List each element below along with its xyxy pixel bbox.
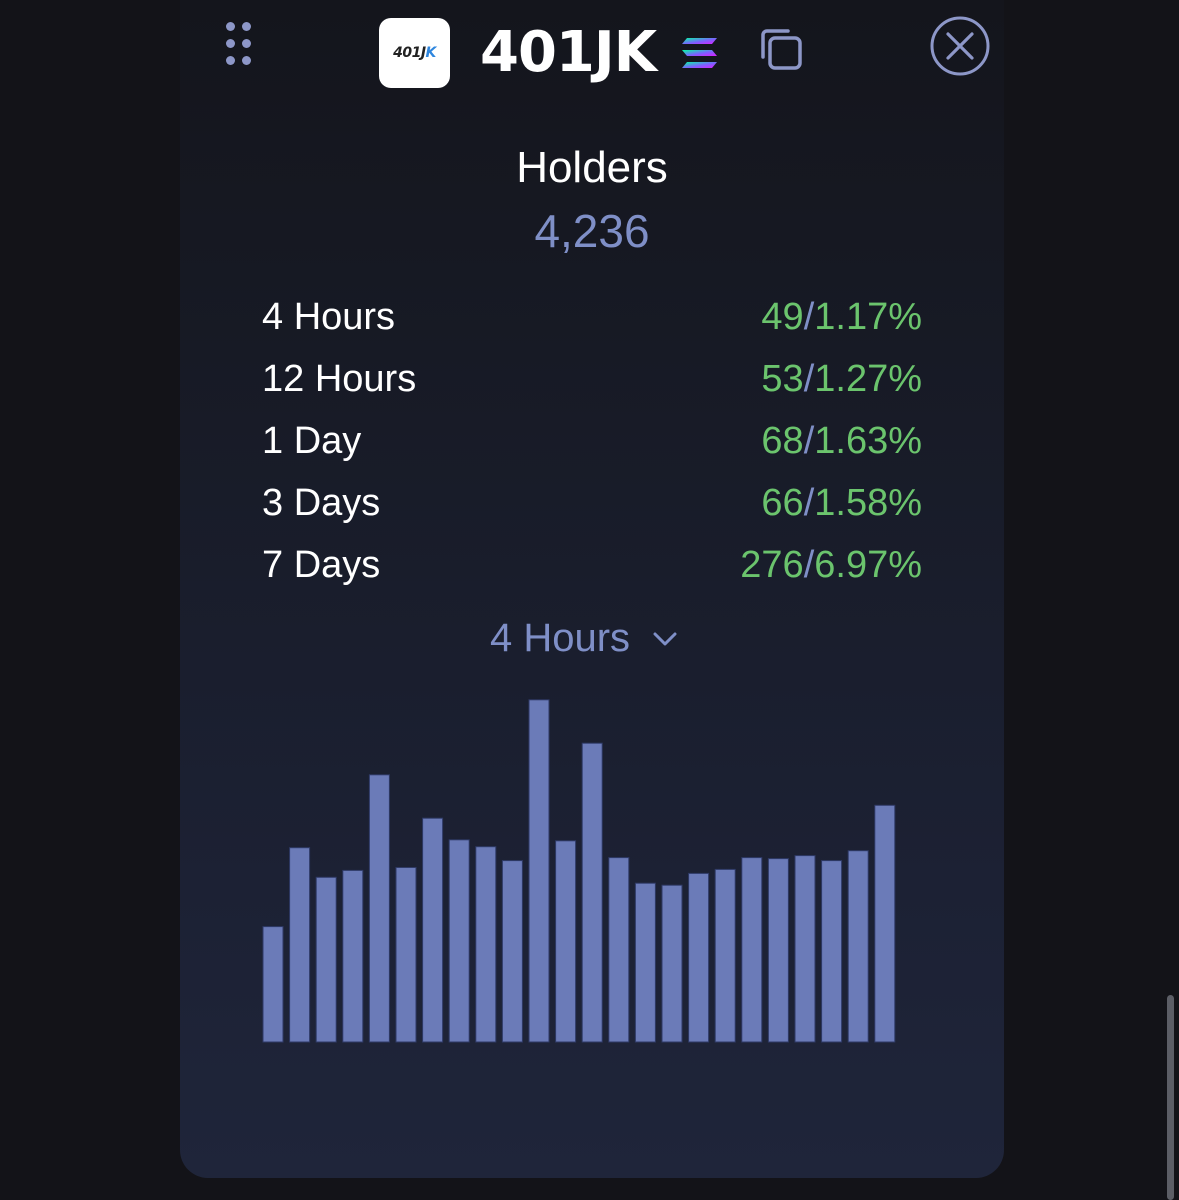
- stat-row-4h: 4 Hours 49/1.17%: [262, 286, 922, 348]
- chart-bar[interactable]: [395, 867, 417, 1043]
- chart-bar[interactable]: [581, 742, 603, 1043]
- chart-bar[interactable]: [448, 839, 470, 1043]
- chart-bar[interactable]: [422, 817, 444, 1043]
- chart-bar[interactable]: [688, 872, 710, 1043]
- chart-bar[interactable]: [315, 876, 337, 1043]
- chart-bar[interactable]: [874, 804, 896, 1043]
- close-circle-icon[interactable]: [929, 15, 991, 77]
- stat-label: 3 Days: [262, 482, 381, 524]
- chevron-down-icon: [653, 632, 677, 646]
- token-logo: 401JK: [379, 18, 450, 88]
- stat-row-1d: 1 Day 68/1.63%: [262, 410, 922, 472]
- stat-value: 68/1.63%: [761, 420, 922, 462]
- stat-row-3d: 3 Days 66/1.58%: [262, 472, 922, 534]
- token-header: 401JK 401JK: [0, 0, 1179, 110]
- solana-logo-icon: [682, 38, 717, 68]
- drag-handle-icon[interactable]: [224, 20, 256, 70]
- holders-title: Holders: [516, 143, 668, 192]
- chart-bar[interactable]: [368, 774, 390, 1043]
- chart-bar[interactable]: [794, 855, 816, 1043]
- chart-bar[interactable]: [847, 850, 869, 1043]
- stat-row-7d: 7 Days 276/6.97%: [262, 534, 922, 596]
- holders-total: 4,236: [534, 205, 650, 257]
- chart-bar[interactable]: [634, 882, 656, 1043]
- stat-value: 66/1.58%: [761, 482, 922, 524]
- stat-label: 7 Days: [262, 544, 381, 586]
- stat-label: 4 Hours: [262, 296, 396, 338]
- stat-value: 49/1.17%: [761, 296, 922, 338]
- stat-label: 12 Hours: [262, 358, 417, 400]
- stat-row-12h: 12 Hours 53/1.27%: [262, 348, 922, 410]
- chart-bar[interactable]: [475, 846, 497, 1043]
- chart-bar[interactable]: [555, 840, 577, 1043]
- stat-value: 276/6.97%: [740, 544, 922, 586]
- stat-value: 53/1.27%: [761, 358, 922, 400]
- chart-bar[interactable]: [821, 860, 843, 1043]
- chart-bar[interactable]: [767, 858, 789, 1043]
- chart-bar[interactable]: [741, 857, 763, 1043]
- chart-bar[interactable]: [661, 884, 683, 1043]
- period-dropdown[interactable]: 4 Hours: [490, 613, 678, 663]
- chart-bar[interactable]: [501, 860, 523, 1043]
- chart-bar[interactable]: [342, 869, 364, 1043]
- period-dropdown-value: 4 Hours: [490, 615, 631, 660]
- chart-bar[interactable]: [528, 699, 550, 1043]
- chart-bar[interactable]: [262, 926, 284, 1043]
- scrollbar[interactable]: [1167, 995, 1174, 1200]
- holders-bar-chart: [262, 699, 896, 1043]
- copy-icon[interactable]: [755, 24, 807, 76]
- holders-stats-list: 4 Hours 49/1.17% 12 Hours 53/1.27% 1 Day…: [262, 286, 922, 596]
- chart-bar[interactable]: [289, 847, 311, 1043]
- chart-bar[interactable]: [608, 857, 630, 1043]
- token-name: 401JK: [480, 20, 657, 85]
- chart-bar[interactable]: [714, 868, 736, 1043]
- token-logo-text: 401JK: [393, 45, 436, 61]
- stat-label: 1 Day: [262, 420, 362, 462]
